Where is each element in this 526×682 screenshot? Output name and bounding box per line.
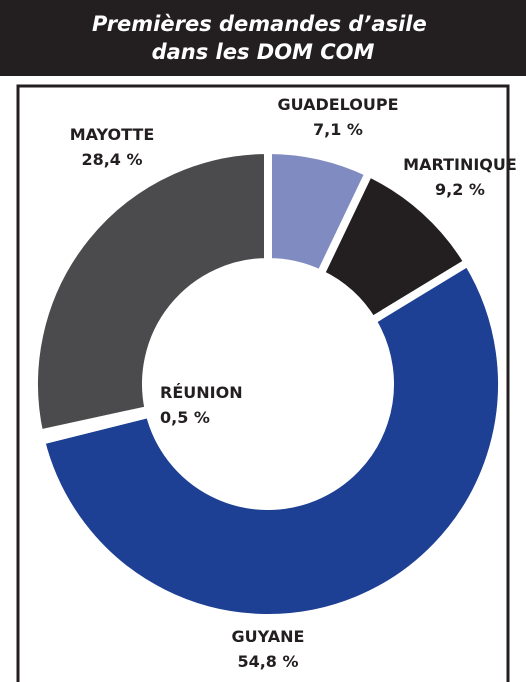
- category-label: RÉUNION: [160, 383, 243, 402]
- title-bar: [0, 0, 526, 76]
- donut-segment: [36, 256, 506, 622]
- value-label: 7,1 %: [313, 120, 363, 139]
- category-label: MAYOTTE: [70, 125, 155, 144]
- title-line: Premières demandes d’asile: [92, 12, 427, 36]
- category-label: GUADELOUPE: [277, 95, 398, 114]
- category-label: MARTINIQUE: [403, 155, 517, 174]
- chart-title: Premières demandes d’asile dans les DOM …: [92, 12, 434, 64]
- value-label: 9,2 %: [435, 180, 485, 199]
- value-label: 54,8 %: [237, 652, 298, 671]
- value-label: 0,5 %: [160, 408, 210, 427]
- frame: [16, 84, 510, 682]
- title-line: dans les DOM COM: [152, 40, 375, 64]
- value-label: 28,4 %: [81, 150, 142, 169]
- category-label: GUYANE: [232, 627, 305, 646]
- donut-segment: [30, 145, 272, 439]
